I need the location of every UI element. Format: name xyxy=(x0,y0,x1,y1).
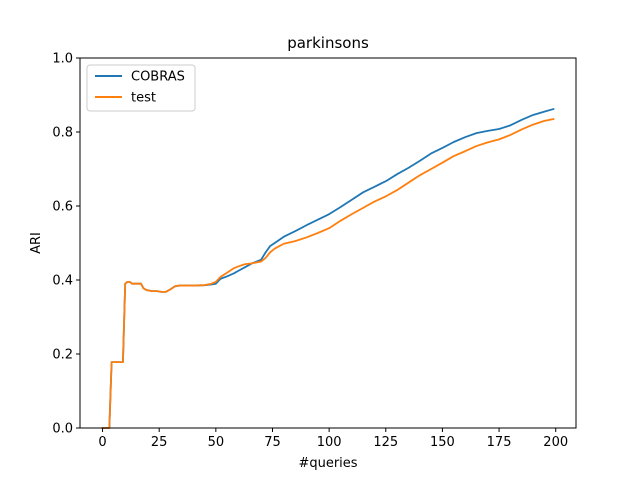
plot-area xyxy=(79,57,577,429)
y-tick-label: 1.0 xyxy=(52,52,73,67)
x-tick-label: 100 xyxy=(317,435,342,450)
x-tick-label: 150 xyxy=(430,435,455,450)
x-tick-label: 0 xyxy=(98,435,106,450)
series-layer xyxy=(101,107,555,429)
x-tick-label: 175 xyxy=(487,435,512,450)
legend-label-cobras: COBRAS xyxy=(131,70,185,85)
y-tick-label: 0.8 xyxy=(52,126,73,141)
y-tick-label: 0.4 xyxy=(52,274,73,289)
x-tick-label: 50 xyxy=(208,435,225,450)
y-tick-label: 0.6 xyxy=(52,200,73,215)
y-tick-label: 0.2 xyxy=(52,348,73,363)
chart-title: parkinsons xyxy=(287,34,369,52)
x-tick-label: 25 xyxy=(151,435,168,450)
x-tick-label: 200 xyxy=(543,435,568,450)
x-axis-label: #queries xyxy=(298,456,357,471)
y-axis-label: ARI xyxy=(29,232,44,254)
legend: COBRAS test xyxy=(86,64,196,112)
x-axis: 0 25 50 75 100 125 150 175 200 xyxy=(98,428,568,450)
axes-frame xyxy=(79,57,577,429)
legend-label-test: test xyxy=(131,91,156,106)
y-tick-label: 0.0 xyxy=(52,422,73,437)
x-tick-label: 125 xyxy=(373,435,398,450)
x-tick-label: 75 xyxy=(264,435,281,450)
series-line-test xyxy=(101,117,555,429)
y-axis: 0.0 0.2 0.4 0.6 0.8 1.0 xyxy=(52,52,80,437)
